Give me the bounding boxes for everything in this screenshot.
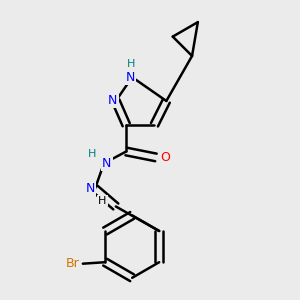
Text: O: O bbox=[160, 151, 170, 164]
Text: N: N bbox=[86, 182, 95, 195]
Text: H: H bbox=[98, 196, 106, 206]
Text: N: N bbox=[108, 94, 118, 107]
Text: Br: Br bbox=[66, 257, 79, 270]
Text: N: N bbox=[102, 157, 112, 170]
Text: N: N bbox=[126, 71, 135, 84]
Text: H: H bbox=[88, 149, 96, 160]
Text: H: H bbox=[127, 59, 135, 69]
